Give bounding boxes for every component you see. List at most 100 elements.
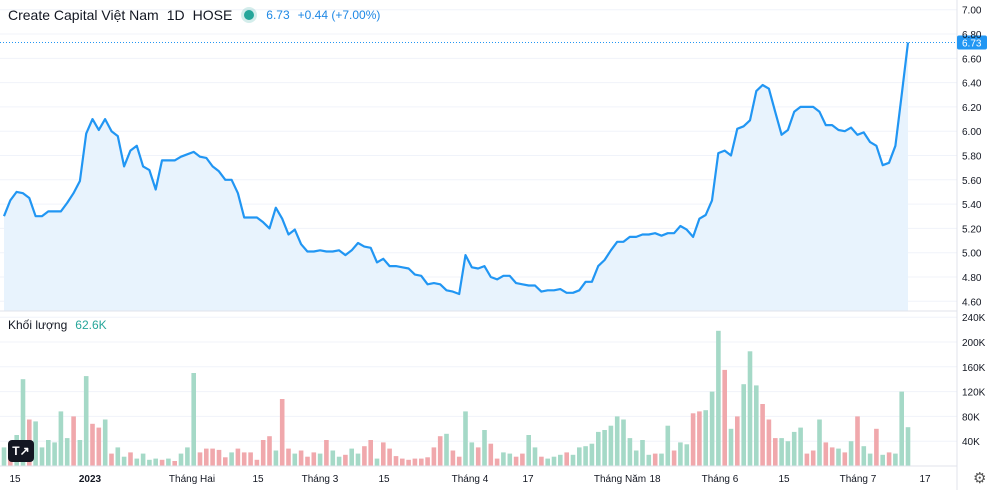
volume-bar	[159, 459, 165, 466]
volume-bar	[292, 453, 298, 466]
volume-bar	[494, 458, 500, 466]
time-tick-label: Tháng Năm	[594, 474, 646, 485]
volume-bar	[526, 435, 531, 466]
volume-bar	[115, 447, 121, 466]
volume-bar	[532, 447, 538, 466]
time-tick-label: 15	[252, 474, 264, 485]
volume-bar	[412, 458, 418, 466]
volume-bar	[128, 452, 133, 466]
price-tick-label: 7.00	[962, 6, 982, 17]
volume-bar	[703, 410, 708, 466]
volume-bar	[317, 453, 323, 466]
last-price: 6.73	[266, 8, 290, 22]
time-tick-label: Tháng 7	[840, 474, 877, 485]
volume-bar	[374, 458, 380, 466]
volume-bar	[804, 453, 810, 466]
price-axis: 7.00 6.80 6.60 6.40 6.20 6.00 5.80 5.60 5.40 5.20…	[962, 6, 982, 309]
volume-bar	[172, 461, 177, 466]
volume-bar	[905, 427, 911, 466]
price-tick-label: 4.80	[962, 273, 982, 284]
volume-bar	[191, 373, 196, 466]
volume-bar	[608, 425, 614, 466]
volume-bar	[678, 442, 683, 466]
volume-bar	[899, 391, 904, 466]
volume-bar	[747, 351, 753, 466]
volume-bar	[716, 330, 721, 466]
volume-bar	[697, 411, 702, 466]
volume-bar	[235, 448, 241, 466]
time-tick-label: 15	[9, 474, 21, 485]
price-tick-label: 5.40	[962, 200, 982, 211]
volume-bar	[855, 416, 860, 466]
tradingview-logo-icon[interactable]: T↗	[8, 440, 34, 462]
price-change: +0.44 (+7.00%)	[297, 8, 381, 22]
volume-bar	[823, 442, 829, 466]
volume-bar	[210, 448, 215, 466]
volume-bars	[1, 330, 911, 466]
volume-bar	[633, 450, 639, 466]
symbol-name[interactable]: Create Capital Việt Nam	[8, 7, 159, 23]
volume-bar	[248, 452, 253, 466]
volume-bar	[779, 438, 784, 466]
volume-bar	[393, 456, 399, 466]
volume-bar	[286, 448, 291, 466]
volume-bar	[343, 454, 348, 466]
gear-icon[interactable]: ⚙	[973, 470, 987, 487]
time-tick-label: Tháng 3	[302, 474, 339, 485]
volume-bar	[507, 453, 513, 466]
time-tick-label: 15	[378, 474, 390, 485]
price-tick-label: 6.00	[962, 127, 982, 138]
volume-bar	[368, 440, 373, 466]
volume-bar	[848, 441, 854, 466]
volume-bar	[444, 433, 449, 466]
volume-bar	[583, 446, 588, 466]
time-tick-label: 18	[649, 474, 661, 485]
volume-bar	[469, 442, 475, 466]
volume-bar	[305, 456, 310, 466]
volume-bar	[867, 453, 873, 466]
volume-bar	[874, 428, 879, 466]
volume-bar	[488, 443, 494, 466]
volume-bar	[355, 453, 361, 466]
volume-bar	[267, 436, 272, 466]
volume-bar	[463, 411, 468, 466]
volume-bar	[223, 457, 228, 466]
volume-bar	[121, 456, 127, 466]
volume-bar	[71, 416, 76, 466]
volume-bar	[330, 450, 336, 466]
volume-bar	[216, 449, 222, 466]
time-tick-label: Tháng 6	[702, 474, 739, 485]
volume-bar	[614, 416, 620, 466]
last-price-tag	[957, 35, 987, 50]
volume-tick-label: 200K	[962, 338, 986, 349]
volume-bar	[475, 447, 481, 466]
volume-tick-label: 40K	[962, 437, 980, 448]
volume-bar	[652, 453, 658, 466]
volume-bar	[640, 440, 645, 466]
volume-bar	[437, 436, 443, 466]
volume-bar	[558, 454, 563, 466]
price-tick-label: 5.00	[962, 249, 982, 260]
price-tick-label: 6.80	[962, 30, 982, 41]
volume-bar	[96, 427, 102, 466]
volume-bar	[400, 458, 405, 466]
last-price-marker: 6.73	[0, 35, 987, 50]
volume-bar	[602, 430, 607, 466]
price-area-fill	[4, 42, 908, 311]
interval-label[interactable]: 1D	[166, 7, 185, 23]
volume-bar	[785, 441, 791, 466]
volume-bar	[90, 423, 95, 466]
volume-bar	[829, 447, 835, 466]
volume-bar	[754, 385, 759, 466]
time-tick-label: 17	[919, 474, 931, 485]
volume-bar	[570, 454, 576, 466]
volume-bar	[39, 447, 45, 466]
volume-bar	[482, 430, 487, 466]
volume-bar	[564, 452, 569, 466]
time-tick-label: 17	[522, 474, 534, 485]
time-tick-label: Tháng Hai	[169, 474, 215, 485]
volume-bar	[419, 458, 424, 466]
volume-bar	[241, 452, 247, 466]
volume-bar	[545, 458, 550, 466]
